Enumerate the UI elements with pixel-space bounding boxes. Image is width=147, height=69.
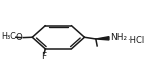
- Text: F: F: [41, 52, 47, 61]
- Text: H₃C: H₃C: [1, 32, 16, 41]
- Text: ·HCl: ·HCl: [127, 36, 145, 45]
- Text: O: O: [16, 33, 22, 42]
- Polygon shape: [96, 37, 109, 40]
- Text: NH₂: NH₂: [110, 33, 127, 42]
